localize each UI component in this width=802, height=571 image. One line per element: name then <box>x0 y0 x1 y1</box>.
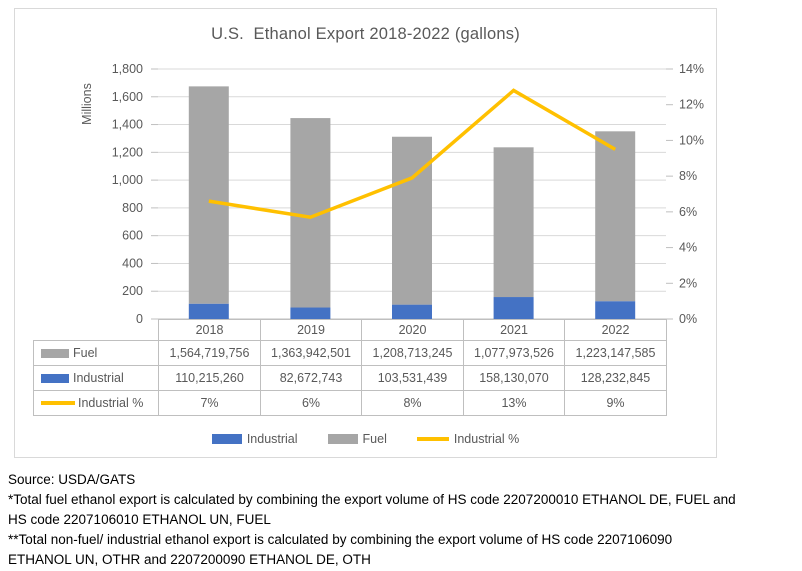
fuel-bar-2018 <box>188 86 229 304</box>
source-notes: Source: USDA/GATS *Total fuel ethanol exp… <box>8 470 800 570</box>
value-cell: 110,215,260 <box>158 365 261 391</box>
industrial-bar-2022 <box>595 301 636 319</box>
value-cell: 6% <box>260 390 362 416</box>
value-cell: 103,531,439 <box>361 365 464 391</box>
legend-line-swatch-icon <box>416 437 449 441</box>
fuel-bar-2020 <box>392 136 432 305</box>
chart-plot: 0 200 400 600 800 1,000 1,200 1,400 1,600 1,800 0%… <box>80 62 704 326</box>
year-header-cell: 2022 <box>564 319 667 341</box>
bar-swatch-icon <box>41 374 69 383</box>
series-name-label: Industrial <box>73 371 124 385</box>
legend-label: Fuel <box>362 432 387 446</box>
legend-rect-swatch-icon <box>327 434 358 444</box>
value-cell: 1,223,147,585 <box>564 340 667 366</box>
right-axis-tick-label: 12% <box>679 98 704 112</box>
legend-item: Industrial <box>211 432 298 446</box>
series-name-label: Industrial % <box>78 396 144 410</box>
table-corner-cell <box>34 320 159 341</box>
chart-title: U.S. Ethanol Export 2018-2022 (gallons) <box>211 25 520 43</box>
source-note-line: ETHANOL UN, OTHR and 2207200090 ETHANOL … <box>8 552 371 567</box>
table-row: Industrial % 7% 6% 8% 13% 9% <box>33 390 667 416</box>
left-axis-tick-label: 400 <box>122 256 143 270</box>
legend-item: Fuel <box>327 432 387 446</box>
year-header-cell: 2021 <box>463 319 565 341</box>
industrial-bar-2019 <box>290 307 331 319</box>
left-axis-tick-label: 800 <box>122 201 143 215</box>
ethanol-export-chart: U.S. Ethanol Export 2018-2022 (gallons) … <box>14 8 717 458</box>
fuel-bar-2021 <box>493 147 534 298</box>
line-swatch-icon <box>41 401 75 405</box>
value-cell: 8% <box>361 390 464 416</box>
industrial-pct-line <box>208 88 617 220</box>
right-axis-tick-label: 0% <box>679 312 697 326</box>
value-cell: 158,130,070 <box>463 365 565 391</box>
left-axis-tick-label: 1,000 <box>112 173 143 187</box>
legend-label: Industrial % <box>453 432 520 446</box>
source-note-line: **Total non-fuel/ industrial ethanol exp… <box>8 532 673 547</box>
chart-data-table: 2018 2019 2020 2021 2022 Fuel 1,564,719,756 1,3… <box>33 319 667 416</box>
industrial-bar-2021 <box>493 297 534 319</box>
year-header-cell: 2019 <box>260 319 362 341</box>
industrial-bar-2018 <box>188 303 229 319</box>
left-axis-tick-label: 1,600 <box>112 90 143 104</box>
value-cell: 128,232,845 <box>564 365 667 391</box>
value-cell: 7% <box>158 390 261 416</box>
table-row: Fuel 1,564,719,756 1,363,942,501 1,208,713,… <box>33 340 667 366</box>
table-header-row: 2018 2019 2020 2021 2022 <box>34 319 667 341</box>
bar-swatch-icon <box>41 349 69 358</box>
legend-rect-swatch-icon <box>211 434 242 444</box>
value-cell: 1,208,713,245 <box>361 340 464 366</box>
source-note-line: *Total fuel ethanol export is calculated… <box>8 492 736 507</box>
chart-legend: Industrial Fuel Industrial % <box>15 432 716 446</box>
series-name-cell: Industrial % <box>33 390 159 416</box>
right-axis-tick-label: 2% <box>679 276 697 290</box>
left-axis-tick-label: 1,200 <box>112 145 143 159</box>
y-axis-title: Millions <box>80 83 94 125</box>
value-cell: 9% <box>564 390 667 416</box>
value-cell: 82,672,743 <box>260 365 362 391</box>
series-name-label: Fuel <box>73 346 98 360</box>
series-name-cell: Industrial <box>33 365 159 391</box>
right-axis-tick-label: 14% <box>679 62 704 76</box>
table-row: Industrial 110,215,260 82,672,743 103,531,4… <box>33 365 667 391</box>
legend-item: Industrial % <box>416 432 520 446</box>
series-name-cell: Fuel <box>33 340 159 366</box>
right-axis-tick-label: 6% <box>679 205 697 219</box>
source-note-line: Source: USDA/GATS <box>8 472 136 487</box>
right-axis-tick-label: 4% <box>679 241 697 255</box>
right-axis-tick-label: 10% <box>679 133 704 147</box>
fuel-bar-2022 <box>595 131 636 302</box>
left-axis-tick-label: 1,800 <box>112 62 143 76</box>
left-axis-tick-label: 0 <box>136 312 143 326</box>
value-cell: 13% <box>463 390 565 416</box>
source-note-line: HS code 2207106010 ETHANOL UN, FUEL <box>8 512 271 527</box>
year-header-cell: 2020 <box>361 319 464 341</box>
legend-label: Industrial <box>246 432 298 446</box>
left-axis-tick-label: 200 <box>122 284 143 298</box>
value-cell: 1,564,719,756 <box>158 340 261 366</box>
value-cell: 1,077,973,526 <box>463 340 565 366</box>
left-axis-tick-label: 1,400 <box>112 118 143 132</box>
year-header-cell: 2018 <box>158 319 261 341</box>
right-axis-tick-label: 8% <box>679 169 697 183</box>
industrial-bar-2020 <box>392 304 432 319</box>
left-axis-tick-label: 600 <box>122 229 143 243</box>
value-cell: 1,363,942,501 <box>260 340 362 366</box>
